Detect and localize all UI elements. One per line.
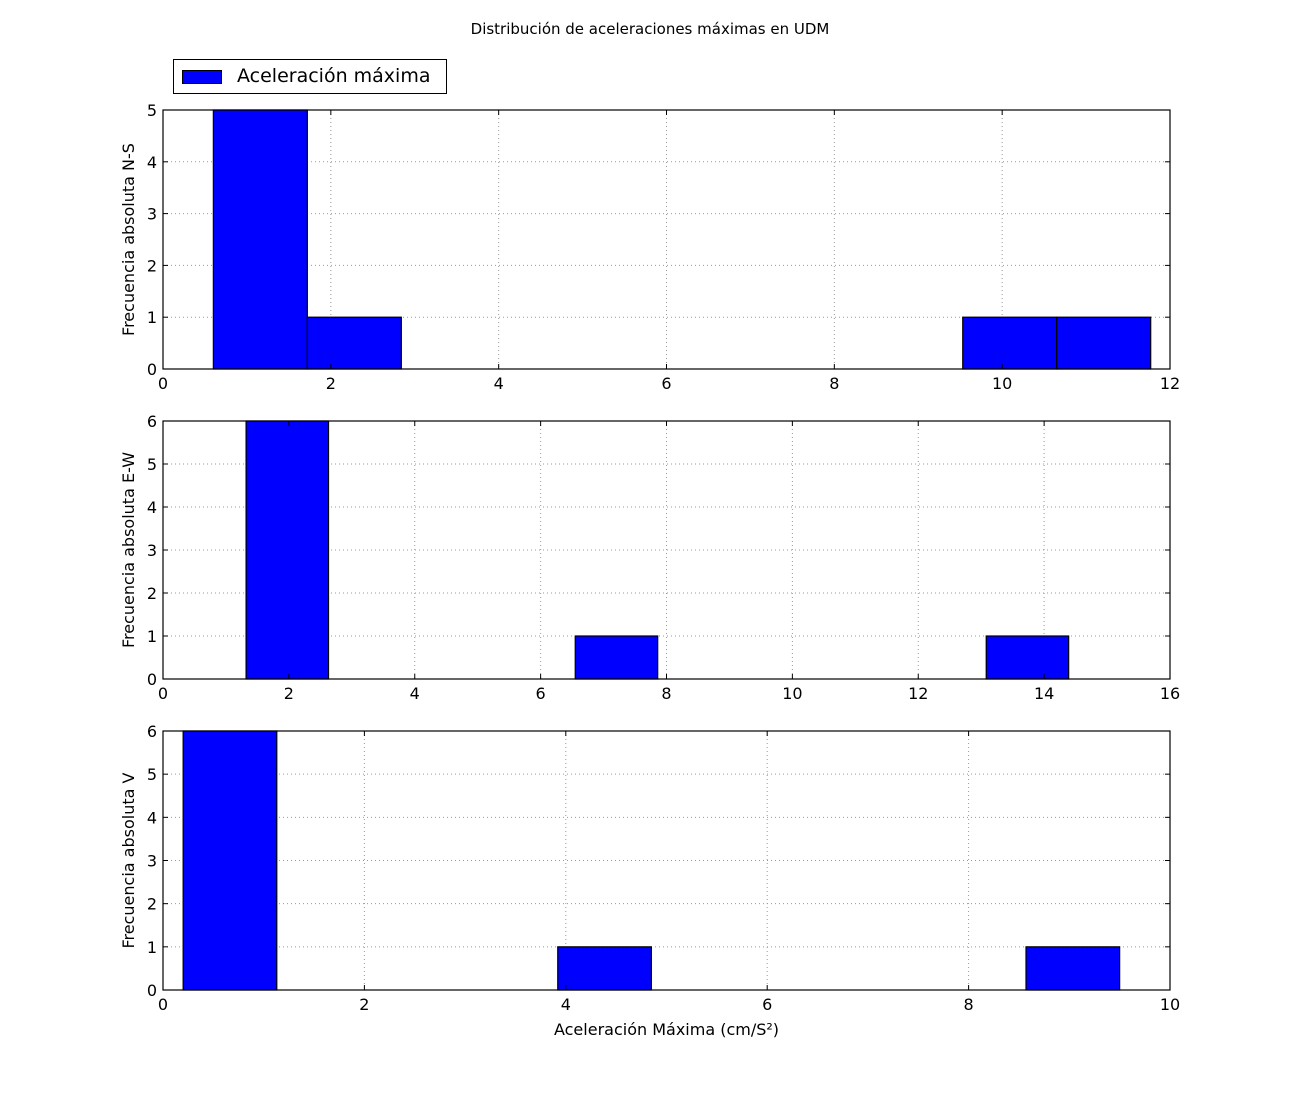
axes-n-s-bar bbox=[306, 316, 402, 370]
legend: Aceleración máxima bbox=[173, 59, 447, 94]
axes-n-s-bar bbox=[1056, 316, 1152, 370]
axes-n-s-ytick-label: 4 bbox=[147, 153, 157, 172]
axes-n-s-xtick-label: 10 bbox=[992, 374, 1012, 393]
axes-e-w-ytick-label: 1 bbox=[147, 627, 157, 646]
axes-n-s-xtick-label: 2 bbox=[326, 374, 336, 393]
axes-n-s-xtick-label: 6 bbox=[661, 374, 671, 393]
axes-e-w-ytick-label: 5 bbox=[147, 455, 157, 474]
figure-title: Distribución de aceleraciones máximas en… bbox=[470, 20, 830, 38]
axes-n-s-bar bbox=[212, 109, 308, 370]
axes-v-xtick-label: 4 bbox=[561, 995, 571, 1014]
axes-e-w-ytick-label: 4 bbox=[147, 498, 157, 517]
axes-n-s-xtick-label: 4 bbox=[494, 374, 504, 393]
axes-n-s-ytick-label: 0 bbox=[147, 360, 157, 379]
axes-v-xlabel: Aceleración Máxima (cm/S²) bbox=[554, 1020, 779, 1039]
axes-n-s-bar bbox=[962, 316, 1058, 370]
axes-e-w-xtick-label: 6 bbox=[536, 684, 546, 703]
axes-e-w-xtick-label: 4 bbox=[410, 684, 420, 703]
axes-n-s-ytick-label: 3 bbox=[147, 205, 157, 224]
axes-e-w-ylabel: Frecuencia absoluta E-W bbox=[119, 452, 138, 648]
axes-v-ytick-label: 3 bbox=[147, 852, 157, 871]
legend-label: Aceleración máxima bbox=[237, 65, 431, 87]
axes-v-ytick-label: 5 bbox=[147, 765, 157, 784]
axes-e-w-xtick-label: 10 bbox=[782, 684, 802, 703]
axes-v-bar bbox=[182, 730, 278, 991]
axes-e-w-xtick-label: 14 bbox=[1034, 684, 1054, 703]
axes-v-ylabel: Frecuencia absoluta V bbox=[119, 772, 138, 948]
axes-v-ytick-label: 2 bbox=[147, 895, 157, 914]
axes-v-xtick-label: 6 bbox=[762, 995, 772, 1014]
axes-n-s-ylabel: Frecuencia absoluta N-S bbox=[119, 143, 138, 336]
axes-e-w-bar bbox=[245, 420, 330, 680]
axes-n-s-xtick-label: 8 bbox=[829, 374, 839, 393]
axes-v-bar bbox=[557, 946, 652, 991]
axes-v-ytick-label: 1 bbox=[147, 938, 157, 957]
axes-v-xtick-label: 2 bbox=[359, 995, 369, 1014]
axes-e-w-bar bbox=[574, 635, 659, 680]
axes-n-s-ytick-label: 1 bbox=[147, 308, 157, 327]
axes-v-xtick-label: 0 bbox=[158, 995, 168, 1014]
axes-e-w-ytick-label: 6 bbox=[147, 412, 157, 431]
axes-n-s-ytick-label: 5 bbox=[147, 101, 157, 120]
legend-swatch bbox=[182, 70, 222, 84]
axes-e-w-bar bbox=[985, 635, 1070, 680]
axes-v-ytick-label: 0 bbox=[147, 981, 157, 1000]
axes-n-s-xtick-label: 0 bbox=[158, 374, 168, 393]
axes-e-w-xtick-label: 8 bbox=[661, 684, 671, 703]
axes-v-frame bbox=[162, 730, 1171, 991]
axes-e-w-xtick-label: 16 bbox=[1160, 684, 1180, 703]
axes-n-s-xtick-label: 12 bbox=[1160, 374, 1180, 393]
axes-v-bar bbox=[1025, 946, 1121, 991]
axes-v-ytick-label: 4 bbox=[147, 808, 157, 827]
axes-n-s-ytick-label: 2 bbox=[147, 256, 157, 275]
axes-e-w-xtick-label: 12 bbox=[908, 684, 928, 703]
axes-v-xtick-label: 8 bbox=[964, 995, 974, 1014]
axes-e-w-ytick-label: 0 bbox=[147, 670, 157, 689]
axes-e-w-xtick-label: 2 bbox=[284, 684, 294, 703]
axes-v-ytick-label: 6 bbox=[147, 722, 157, 741]
axes-e-w-ytick-label: 2 bbox=[147, 584, 157, 603]
axes-e-w-ytick-label: 3 bbox=[147, 541, 157, 560]
axes-e-w-xtick-label: 0 bbox=[158, 684, 168, 703]
axes-v-xtick-label: 10 bbox=[1160, 995, 1180, 1014]
